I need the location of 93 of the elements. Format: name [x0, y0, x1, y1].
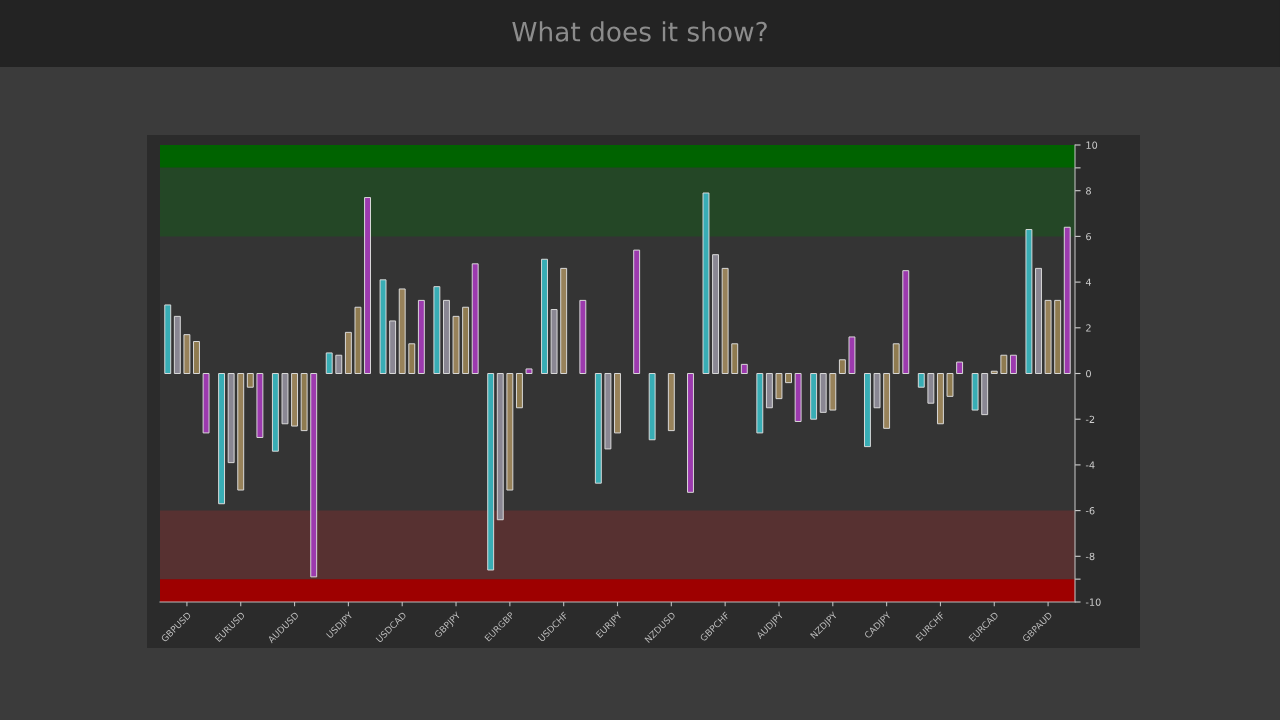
- bar: [667, 373, 675, 432]
- y-tick-label: 6: [1086, 232, 1091, 241]
- bar: [892, 343, 900, 374]
- bar: [1009, 354, 1017, 374]
- bar: [633, 249, 641, 374]
- bar: [775, 373, 783, 400]
- bar: [702, 192, 710, 374]
- bar: [227, 373, 235, 464]
- bar: [848, 336, 856, 374]
- bar: [443, 299, 450, 374]
- bar: [712, 254, 720, 374]
- bar: [281, 373, 289, 425]
- bar: [838, 359, 846, 374]
- bar: [541, 258, 548, 374]
- chart-title: What does it show?: [512, 21, 767, 42]
- y-tick-label: 4: [1085, 278, 1092, 286]
- bar: [173, 315, 181, 374]
- bar: [325, 352, 333, 374]
- bar: [183, 334, 191, 374]
- y-tick-label: 8: [1086, 187, 1091, 195]
- bar: [594, 373, 602, 484]
- bar: [202, 373, 210, 434]
- bar: [829, 373, 837, 411]
- bar: [740, 363, 748, 374]
- bar: [218, 373, 226, 505]
- bar: [765, 373, 773, 409]
- bar: [550, 309, 558, 374]
- bar: [794, 373, 802, 422]
- bar: [1000, 354, 1008, 374]
- bar: [164, 304, 172, 374]
- y-tick-label: -4: [1085, 461, 1095, 469]
- bar: [1035, 267, 1042, 374]
- bar: [560, 267, 568, 374]
- bar: [819, 373, 827, 413]
- bar: [525, 368, 533, 374]
- bar: [193, 341, 200, 374]
- bar: [1063, 226, 1071, 374]
- y-tick-label: -6: [1085, 507, 1095, 515]
- bar: [883, 373, 891, 429]
- y-tick-label: -2: [1085, 415, 1095, 423]
- bar: [398, 288, 406, 374]
- bar: [936, 373, 944, 425]
- y-tick-label: 10: [1086, 141, 1098, 149]
- bar: [354, 306, 362, 374]
- bar: [496, 373, 504, 521]
- bar: [300, 373, 308, 432]
- bar: [471, 263, 479, 374]
- y-tick-label: 0: [1086, 369, 1091, 378]
- bar: [721, 267, 729, 374]
- y-tick-label: -10: [1085, 598, 1101, 606]
- bar: [462, 306, 470, 374]
- y-tick-label: 2: [1086, 324, 1091, 332]
- bar: [1044, 299, 1052, 374]
- bar: [971, 373, 979, 411]
- bar: [408, 343, 416, 374]
- bar: [579, 299, 587, 374]
- bar: [364, 197, 371, 374]
- bar: [946, 373, 954, 397]
- bar: [433, 286, 441, 374]
- bar: [335, 354, 343, 374]
- bar: [731, 343, 739, 374]
- bar: [902, 270, 910, 374]
- bar: [237, 373, 245, 491]
- bar: [687, 373, 694, 493]
- bar: [506, 373, 514, 491]
- bar: [1054, 299, 1062, 374]
- bar: [452, 315, 460, 374]
- bar: [271, 373, 279, 452]
- bar: [487, 373, 495, 571]
- bar: [864, 373, 871, 448]
- bar: [1025, 229, 1033, 374]
- bar: [379, 279, 387, 374]
- bar: [956, 361, 964, 374]
- bar: [291, 373, 299, 427]
- bar: [310, 373, 318, 578]
- bar: [981, 373, 989, 416]
- bar: [389, 320, 397, 374]
- bar: [417, 299, 425, 374]
- bar: [810, 373, 818, 420]
- bar: [917, 373, 925, 388]
- y-tick-label: -8: [1085, 552, 1095, 561]
- bar: [990, 370, 998, 374]
- bar: [344, 331, 352, 374]
- bar: [604, 373, 612, 450]
- bar: [785, 373, 792, 384]
- bar: [648, 373, 656, 441]
- bar: [256, 373, 264, 438]
- bar: [927, 373, 935, 404]
- bar: [246, 373, 254, 388]
- bar: [873, 373, 881, 409]
- bar: [515, 373, 523, 409]
- bar: [614, 373, 621, 434]
- bar: [756, 373, 764, 434]
